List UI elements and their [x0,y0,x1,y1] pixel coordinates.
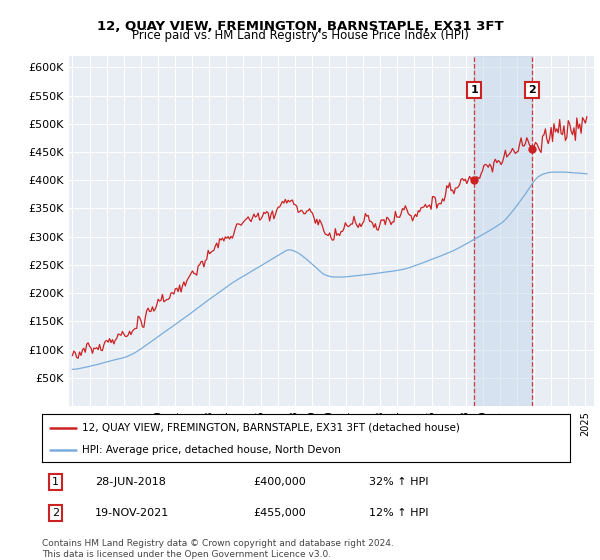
Text: 2: 2 [528,85,536,95]
Text: £400,000: £400,000 [253,477,306,487]
Text: 32% ↑ HPI: 32% ↑ HPI [370,477,429,487]
Text: 12, QUAY VIEW, FREMINGTON, BARNSTAPLE, EX31 3FT: 12, QUAY VIEW, FREMINGTON, BARNSTAPLE, E… [97,20,503,32]
Text: 28-JUN-2018: 28-JUN-2018 [95,477,166,487]
Text: 12% ↑ HPI: 12% ↑ HPI [370,508,429,518]
Text: 12, QUAY VIEW, FREMINGTON, BARNSTAPLE, EX31 3FT (detached house): 12, QUAY VIEW, FREMINGTON, BARNSTAPLE, E… [82,423,460,433]
Text: 19-NOV-2021: 19-NOV-2021 [95,508,169,518]
Text: HPI: Average price, detached house, North Devon: HPI: Average price, detached house, Nort… [82,445,340,455]
Bar [474,56,532,406]
Text: Price paid vs. HM Land Registry's House Price Index (HPI): Price paid vs. HM Land Registry's House … [131,29,469,42]
Text: £455,000: £455,000 [253,508,306,518]
Text: 2: 2 [52,508,59,518]
Text: Contains HM Land Registry data © Crown copyright and database right 2024.
This d: Contains HM Land Registry data © Crown c… [42,539,394,559]
Text: 1: 1 [52,477,59,487]
Text: 1: 1 [470,85,478,95]
